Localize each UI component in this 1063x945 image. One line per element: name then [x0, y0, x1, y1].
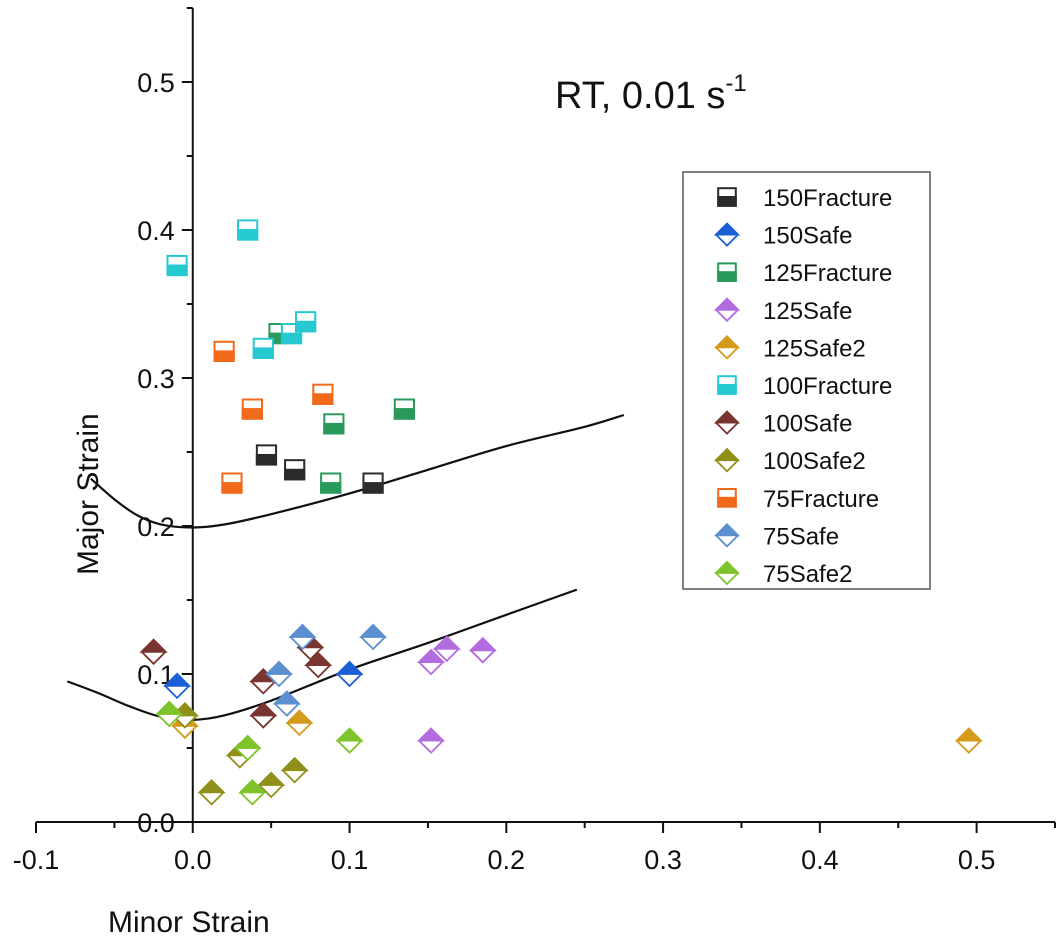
legend-label: 75Fracture [763, 486, 879, 513]
data-point [432, 635, 461, 663]
data-point [252, 337, 274, 359]
legend-marker [713, 335, 741, 360]
data-point [155, 700, 184, 728]
forming-limit-curve [90, 413, 625, 529]
legend-marker [717, 187, 737, 207]
legend-marker [717, 375, 737, 395]
data-point [335, 727, 364, 754]
data-point [288, 623, 317, 651]
y-tick-label: 0.0 [137, 808, 175, 838]
legend-label: 75Safe2 [763, 561, 852, 588]
data-point [362, 472, 384, 494]
data-point [166, 254, 188, 277]
data-point [954, 727, 983, 754]
data-point [272, 690, 302, 717]
data-point [256, 771, 286, 799]
data-point [284, 459, 306, 481]
y-tick-label: 0.3 [137, 364, 175, 394]
forming-limit-curve [66, 588, 578, 722]
y-axis-title: Major Strain [72, 413, 105, 575]
x-tick-label: 0.2 [488, 845, 526, 875]
legend-label: 100Safe [763, 411, 852, 438]
data-point [320, 472, 342, 494]
data-point [312, 383, 334, 405]
data-point [304, 651, 333, 679]
y-tick-label: 0.5 [137, 68, 175, 98]
legend-label: 125Safe2 [763, 335, 866, 362]
x-tick-label: 0.1 [331, 845, 369, 875]
data-point [221, 472, 243, 494]
x-tick-label: -0.1 [13, 845, 60, 875]
legend-marker [713, 523, 741, 548]
data-point [249, 702, 278, 729]
chart-title-main: RT, 0.01 s [555, 75, 725, 117]
data-point [280, 756, 309, 784]
chart-title-superscript: -1 [725, 70, 746, 97]
legend-label: 125Safe [763, 298, 852, 325]
data-point [358, 623, 388, 651]
forming-limit-curves [66, 413, 625, 722]
data-point [237, 219, 259, 241]
legend-label: 125Fracture [763, 260, 892, 287]
data-point [285, 709, 314, 737]
legend-marker [713, 560, 741, 586]
data-points [139, 219, 983, 806]
chart-title: RT, 0.01 s-1 [555, 70, 747, 117]
x-tick-label: 0.3 [644, 845, 682, 875]
legend-label: 100Safe2 [763, 448, 866, 475]
legend-marker [717, 488, 737, 508]
data-point [233, 734, 262, 762]
legend-label: 150Fracture [763, 185, 892, 212]
legend-marker [713, 297, 741, 323]
x-tick-label: 0.4 [801, 845, 839, 875]
legend-marker [717, 262, 737, 283]
data-point [213, 340, 235, 362]
data-point [323, 413, 345, 435]
x-tick-label: 0.5 [958, 845, 996, 875]
legend-label: 75Safe [763, 523, 839, 550]
data-point [241, 398, 263, 420]
data-point [295, 311, 317, 333]
data-point [416, 648, 446, 676]
x-tick-label: 0.0 [174, 845, 212, 875]
data-point [139, 638, 168, 666]
x-axis-title: Minor Strain [108, 906, 270, 939]
data-point [264, 660, 294, 688]
data-point [238, 779, 267, 806]
data-point [468, 637, 497, 664]
legend-marker [713, 447, 741, 473]
y-tick-label: 0.4 [137, 216, 175, 246]
data-point [162, 672, 192, 700]
data-point [335, 660, 364, 688]
data-point [255, 444, 278, 466]
data-point [416, 727, 446, 754]
data-point [393, 398, 416, 420]
legend-label: 150Safe [763, 223, 852, 250]
legend-marker [713, 410, 741, 435]
legend: 150Fracture 150Safe 125Fracture 125Safe 125S… [682, 171, 931, 590]
y-tick-label: 0.2 [137, 512, 175, 542]
data-point [197, 779, 226, 806]
legend-marker [713, 222, 741, 247]
legend-label: 100Fracture [763, 373, 892, 400]
